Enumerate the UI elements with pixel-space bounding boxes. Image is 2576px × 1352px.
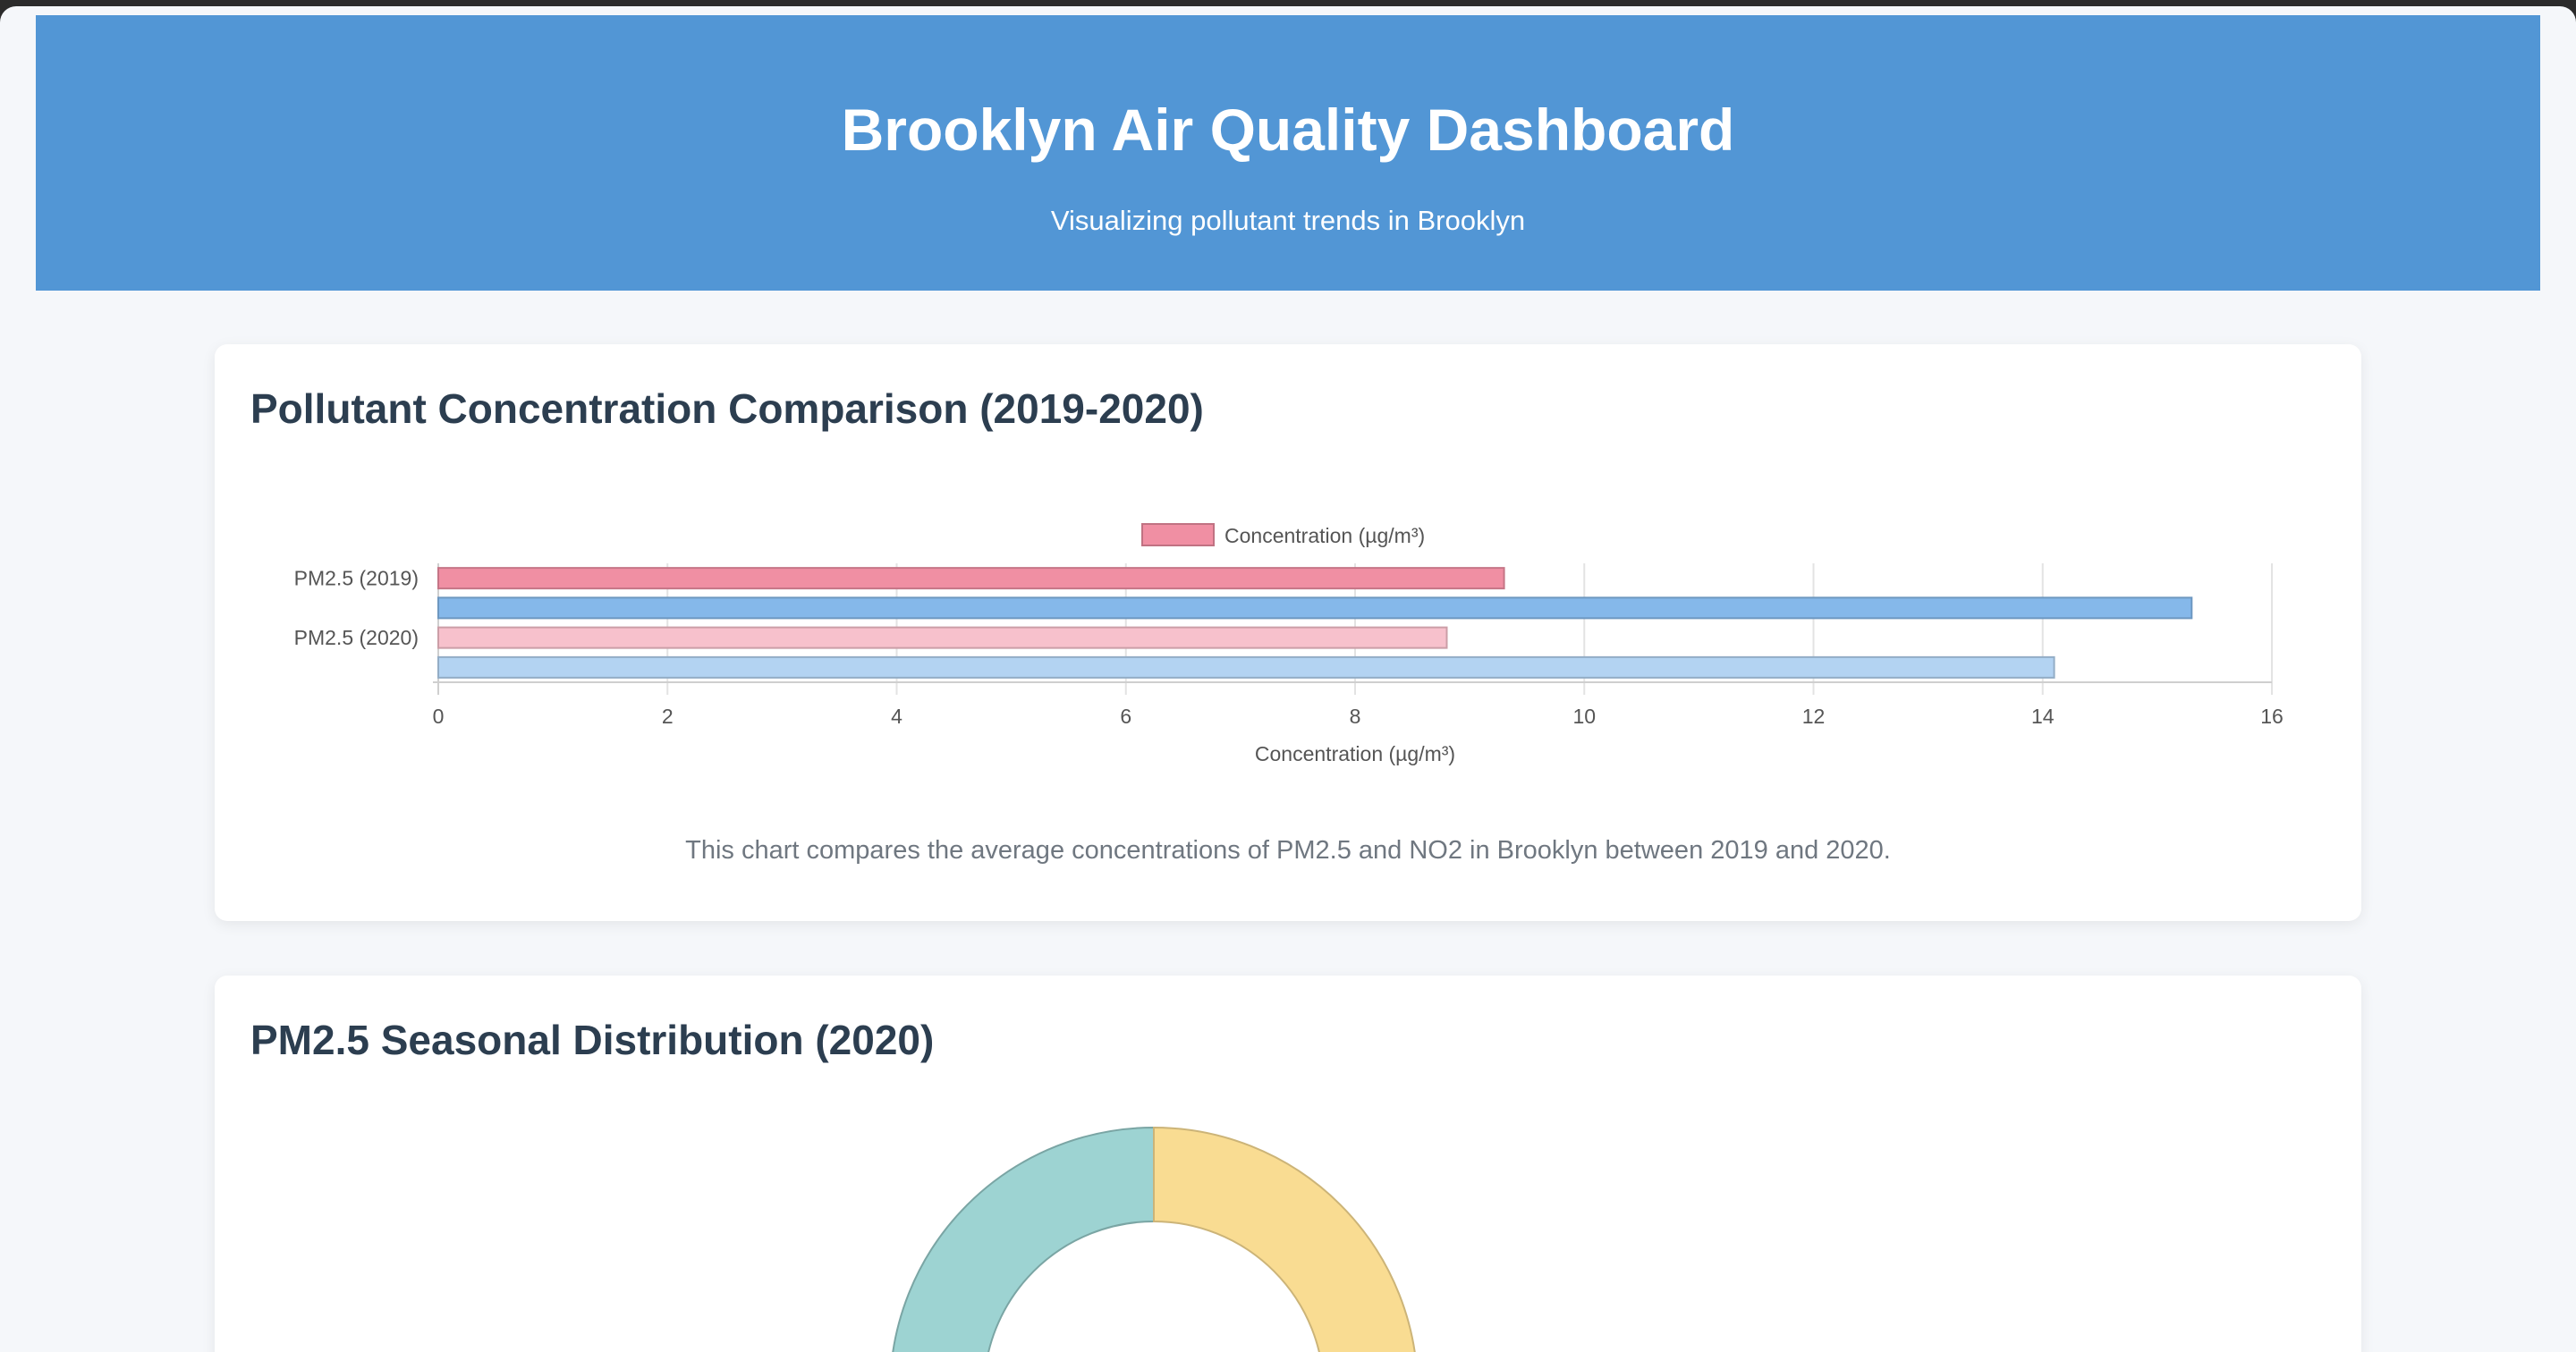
seasonal-doughnut-chart bbox=[892, 1126, 1416, 1352]
bar bbox=[437, 567, 1505, 590]
x-tick-label: 0 bbox=[433, 705, 445, 728]
x-tick-label: 4 bbox=[891, 705, 902, 728]
doughnut-slice bbox=[1153, 1126, 1416, 1352]
x-axis-label: Concentration (µg/m³) bbox=[1255, 742, 1455, 765]
legend-swatch bbox=[1141, 523, 1215, 546]
comparison-bar-chart: Concentration (µg/m³) 0 2 4 6 8 10 12 14 16 PM2.5 … bbox=[294, 523, 2284, 765]
x-tick-label: 12 bbox=[1802, 705, 1826, 728]
seasonal-chart-title: PM2.5 Seasonal Distribution (2020) bbox=[250, 1017, 935, 1063]
comparison-chart-title: Pollutant Concentration Comparison (2019… bbox=[250, 385, 1204, 432]
bar bbox=[437, 596, 2193, 620]
dashboard-header: Brooklyn Air Quality Dashboard Visualizi… bbox=[36, 15, 2540, 291]
y-tick-label: PM2.5 (2020) bbox=[294, 626, 419, 649]
bar bbox=[437, 626, 1448, 649]
page-title: Brooklyn Air Quality Dashboard bbox=[841, 97, 1735, 163]
x-tick-label: 2 bbox=[662, 705, 674, 728]
browser-window: Brooklyn Air Quality Dashboard Visualizi… bbox=[0, 6, 2576, 1352]
x-tick-label: 8 bbox=[1350, 705, 1361, 728]
x-tick-label: 16 bbox=[2260, 705, 2284, 728]
doughnut-slice bbox=[892, 1126, 1155, 1352]
comparison-chart-card: Pollutant Concentration Comparison (2019… bbox=[215, 344, 2361, 921]
page-subtitle: Visualizing pollutant trends in Brooklyn bbox=[1050, 205, 1526, 236]
comparison-chart-description: This chart compares the average concentr… bbox=[685, 836, 1891, 865]
legend-label: Concentration (µg/m³) bbox=[1224, 524, 1425, 547]
x-tick-label: 14 bbox=[2031, 705, 2055, 728]
seasonal-chart-card: PM2.5 Seasonal Distribution (2020) bbox=[215, 976, 2361, 1352]
x-tick-label: 10 bbox=[1572, 705, 1596, 728]
y-tick-label: PM2.5 (2019) bbox=[294, 567, 419, 590]
bar bbox=[437, 655, 2055, 679]
x-tick-label: 6 bbox=[1120, 705, 1131, 728]
